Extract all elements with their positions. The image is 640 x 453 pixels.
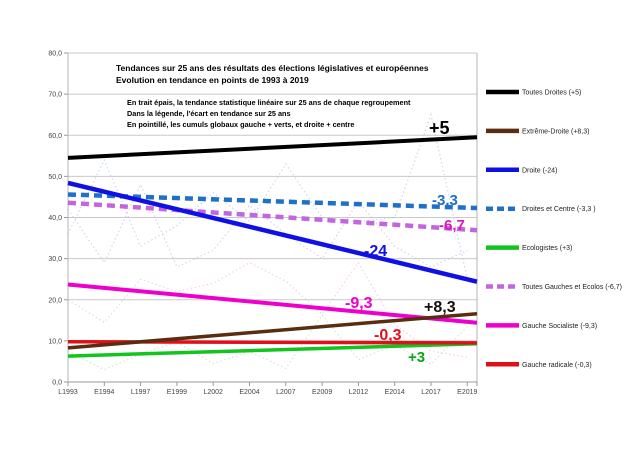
legend-label-gauche-radicale: Gauche radicale (-0,3) — [522, 362, 592, 369]
x-axis-label: L2012 — [349, 389, 369, 396]
y-axis-tick-label: 30,0 — [48, 256, 62, 263]
chart-note-line1: En trait épais, la tendance statistique … — [127, 98, 411, 107]
x-axis-label: L2002 — [203, 389, 223, 396]
x-axis-label: L1997 — [131, 389, 151, 396]
x-axis-label: E2004 — [239, 389, 259, 396]
x-axis-label: L1993 — [58, 389, 78, 396]
legend-label-droite: Droite (-24) — [522, 167, 557, 174]
y-axis-tick-label: 50,0 — [48, 174, 62, 181]
legend-label-ecologistes: Ecologistes (+3) — [522, 245, 572, 252]
chart-note: En trait épais, la tendance statistique … — [127, 97, 447, 130]
annotation-toutes-droites: +5 — [429, 118, 450, 138]
chart-title-line2: Evolution en tendance en points de 1993 … — [116, 74, 309, 85]
trend-line-gauche-socialiste — [67, 282, 478, 325]
y-axis-tick-label: 40,0 — [48, 215, 62, 222]
legend-label-extreme-droite: Extrême-Droite (+8,3) — [522, 128, 590, 135]
x-axis-label: E2014 — [385, 389, 405, 396]
x-axis-label: L2007 — [276, 389, 296, 396]
trend-line-toutes-gauches-et-ecolos — [67, 200, 478, 233]
legend-label-droites-et-centre: Droites et Centre (-3,3 ) — [522, 206, 596, 213]
trend-line-droites-et-centre — [67, 192, 478, 211]
annotation-droite: -24 — [364, 243, 387, 260]
annotation-extreme-droite: +8,3 — [424, 299, 456, 316]
y-axis-tick-label: 80,0 — [48, 51, 62, 58]
x-axis-label: E2019 — [457, 389, 477, 396]
background-series-gauche-socialiste-resultats — [67, 261, 468, 358]
annotation-gauche-socialiste: -9,3 — [345, 295, 373, 312]
annotation-droites-et-centre: -3,3 — [432, 192, 458, 209]
trend-line-droite — [67, 180, 478, 284]
x-axis-label: E1994 — [94, 389, 114, 396]
x-axis-label: E1999 — [167, 389, 187, 396]
y-axis-tick-label: 0,0 — [52, 380, 62, 387]
trend-line-toutes-droites — [67, 135, 478, 160]
annotation-toutes-gauches-et-ecolos: -6,7 — [439, 217, 465, 234]
legend-label-toutes-droites: Toutes Droites (+5) — [522, 90, 581, 97]
trend-line-ecologistes — [67, 342, 478, 358]
y-axis-tick-label: 70,0 — [48, 92, 62, 99]
y-axis-tick-label: 60,0 — [48, 133, 62, 140]
y-axis-tick-label: 20,0 — [48, 297, 62, 304]
trend-line-extreme-droite — [67, 311, 478, 350]
legend-label-toutes-gauches-et-ecolos: Toutes Gauches et Ecolos (-6,7) — [522, 284, 622, 291]
chart-title: Tendances sur 25 ans des résultats des é… — [116, 63, 446, 86]
legend-label-gauche-socialiste: Gauche Socialiste (-9,3) — [522, 323, 597, 330]
background-series-cumul-droites-centre-resultats — [67, 112, 468, 280]
chart-note-line3: En pointillé, les cumuls globaux gauche … — [127, 120, 355, 129]
chart-title-line1: Tendances sur 25 ans des résultats des é… — [116, 63, 429, 73]
x-axis-label: E2009 — [312, 389, 332, 396]
background-series-ecologistes-resultats — [67, 313, 468, 371]
chart-note-line2: Dans la légende, l'écart en tendance sur… — [127, 109, 291, 118]
x-axis-label: L2017 — [421, 389, 441, 396]
annotation-gauche-radicale: -0,3 — [374, 327, 402, 344]
annotation-ecologistes: +3 — [408, 349, 425, 366]
y-axis-tick-label: 10,0 — [48, 338, 62, 345]
